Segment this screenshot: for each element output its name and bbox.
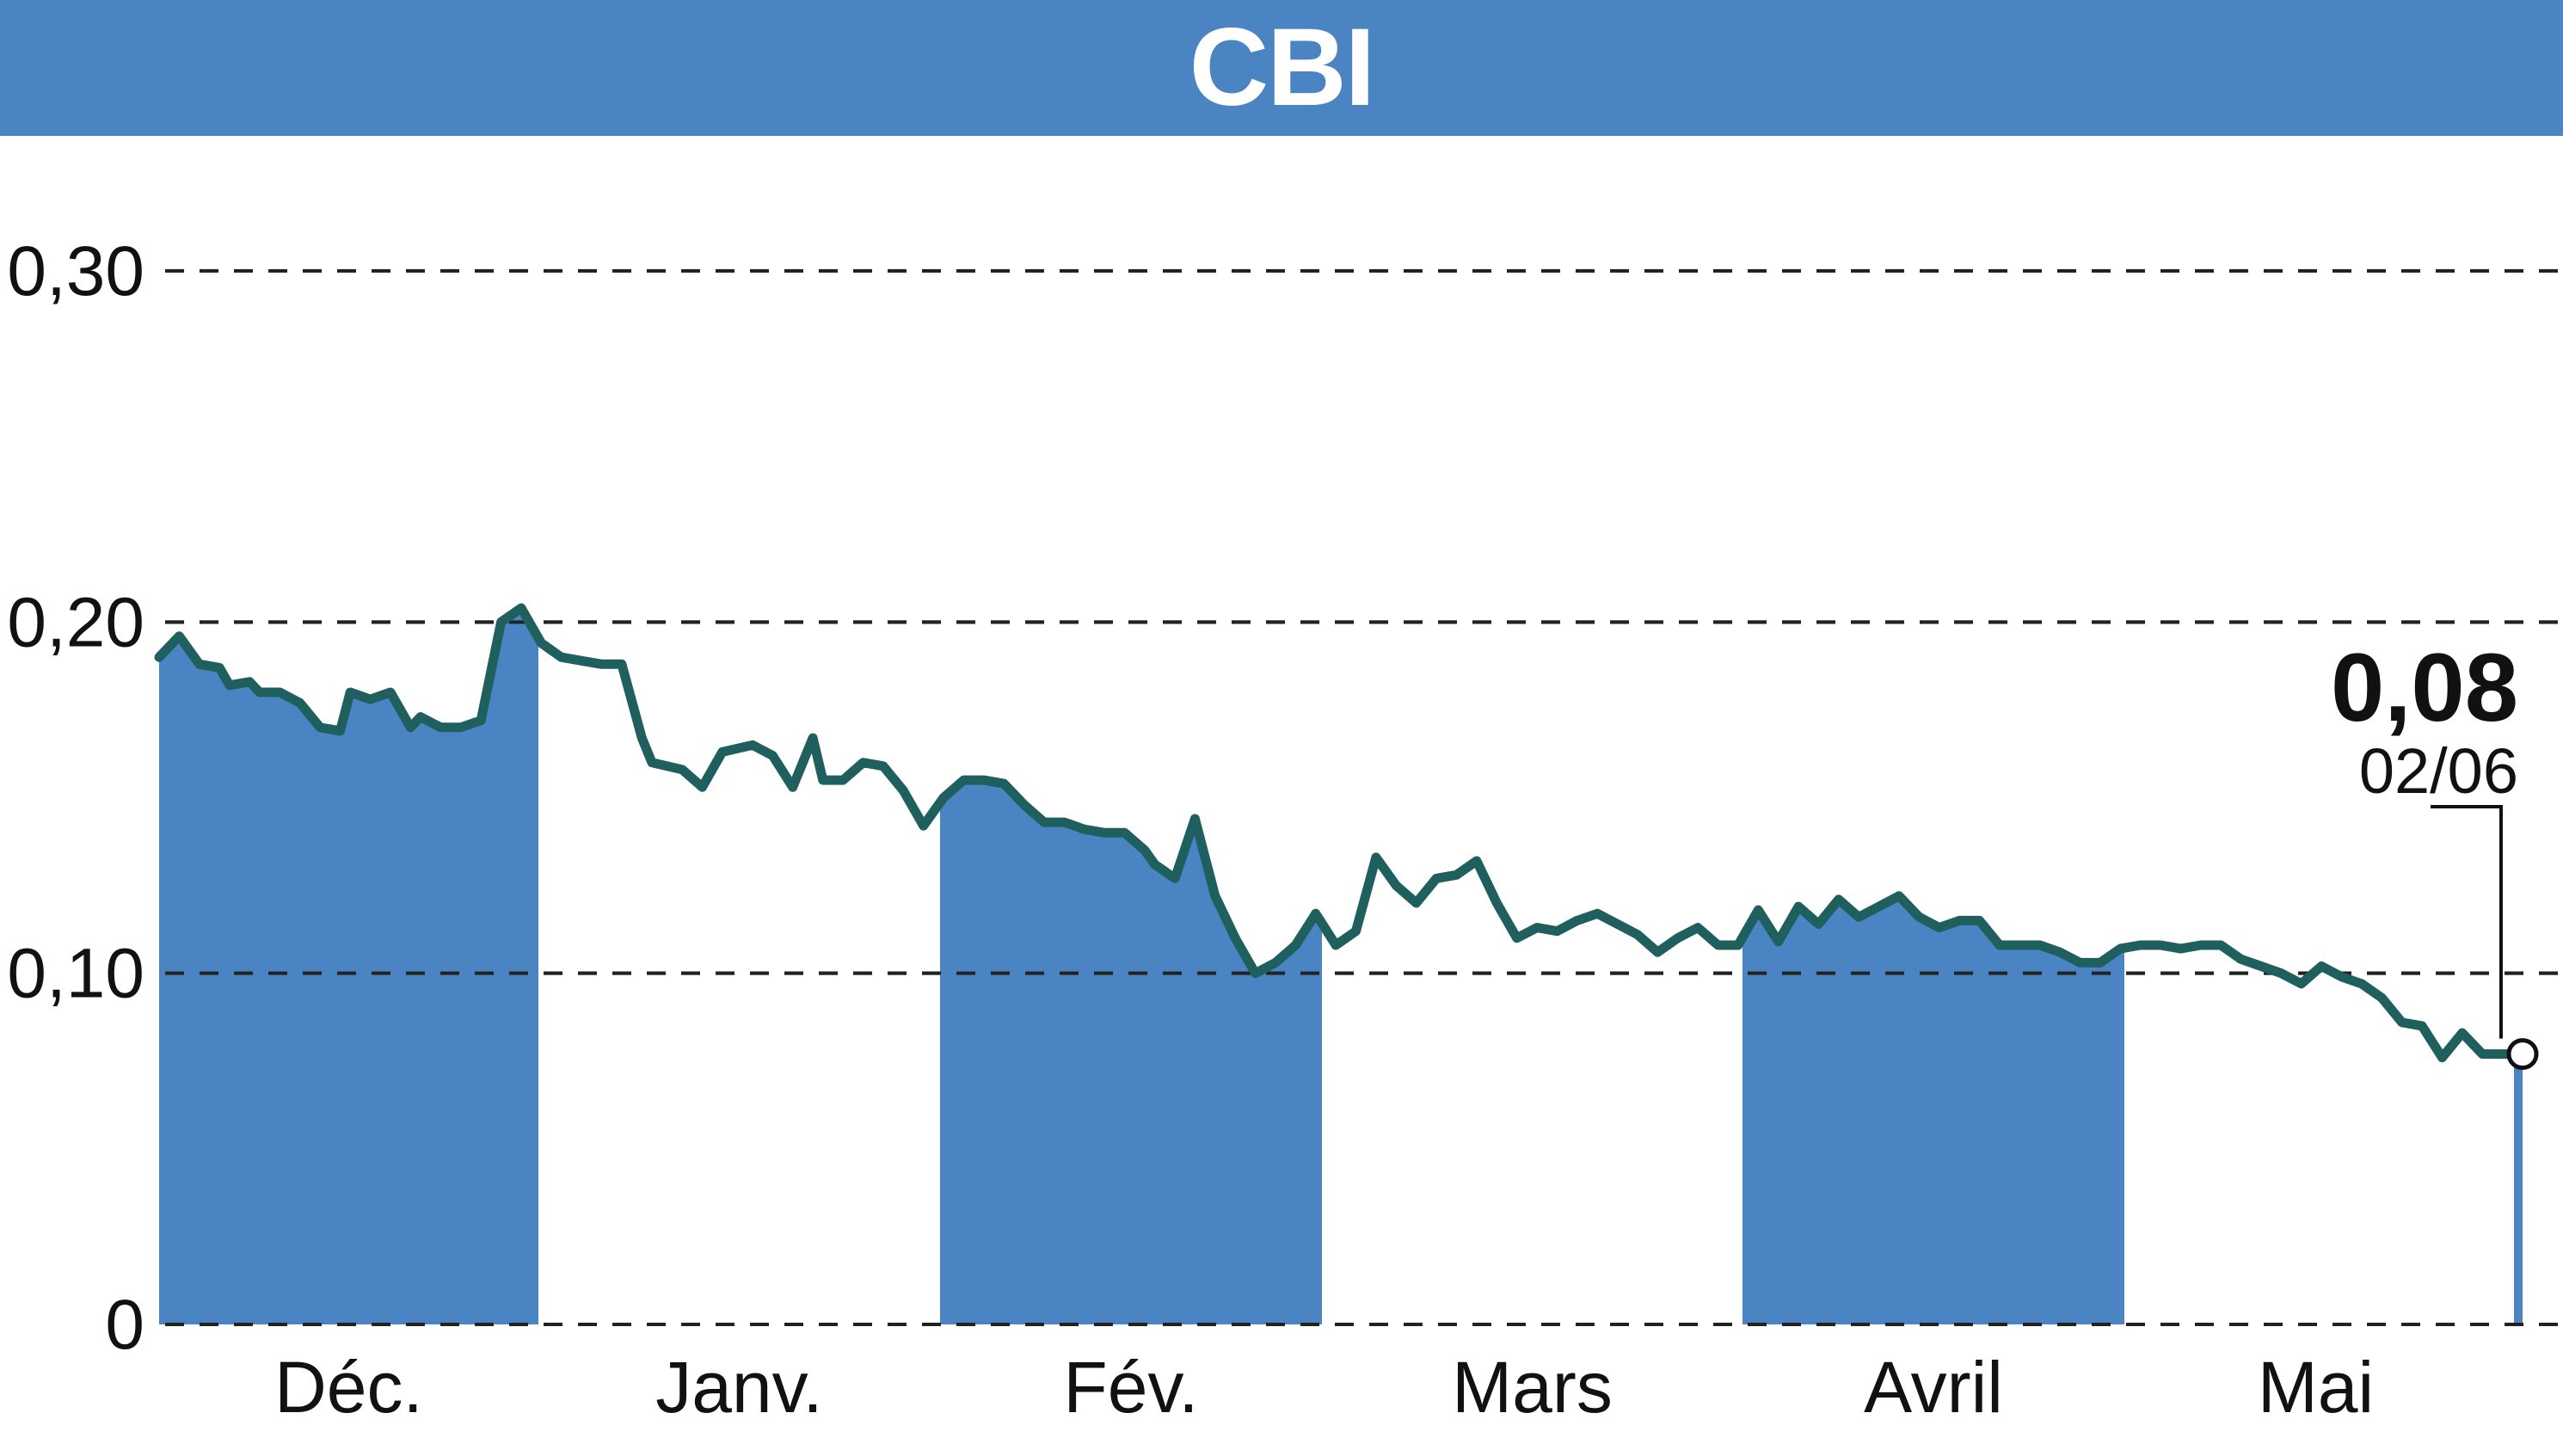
series-layer: [154, 269, 2563, 1326]
chart-title: CBI: [1189, 6, 1375, 129]
y-tick-label: 0,10: [7, 935, 144, 1013]
y-tick-labels: 0 0,10 0,20 0,30: [7, 232, 144, 1364]
last-value-label: 0,08: [2331, 634, 2518, 741]
x-tick-labels: Déc. Janv. Fév. Mars Avril Mai: [274, 1347, 2374, 1428]
series-line: [154, 603, 2528, 1063]
title-bar: CBI: [0, 0, 2563, 136]
x-tick-label: Fév.: [1063, 1347, 1198, 1428]
x-tick-label: Mai: [2258, 1347, 2374, 1428]
x-tick-label: Janv.: [655, 1347, 823, 1428]
series-area: [159, 608, 2523, 1324]
x-tick-label: Déc.: [274, 1347, 423, 1428]
x-tick-label: Mars: [1452, 1347, 1613, 1428]
y-tick-label: 0,30: [7, 232, 144, 310]
y-tick-label: 0,20: [7, 583, 144, 661]
x-tick-label: Avril: [1864, 1347, 2003, 1428]
last-value-leader: [2431, 805, 2503, 1039]
y-tick-label: 0: [105, 1286, 144, 1364]
last-value-marker: [2506, 1038, 2539, 1071]
last-value-date: 02/06: [2359, 735, 2518, 807]
